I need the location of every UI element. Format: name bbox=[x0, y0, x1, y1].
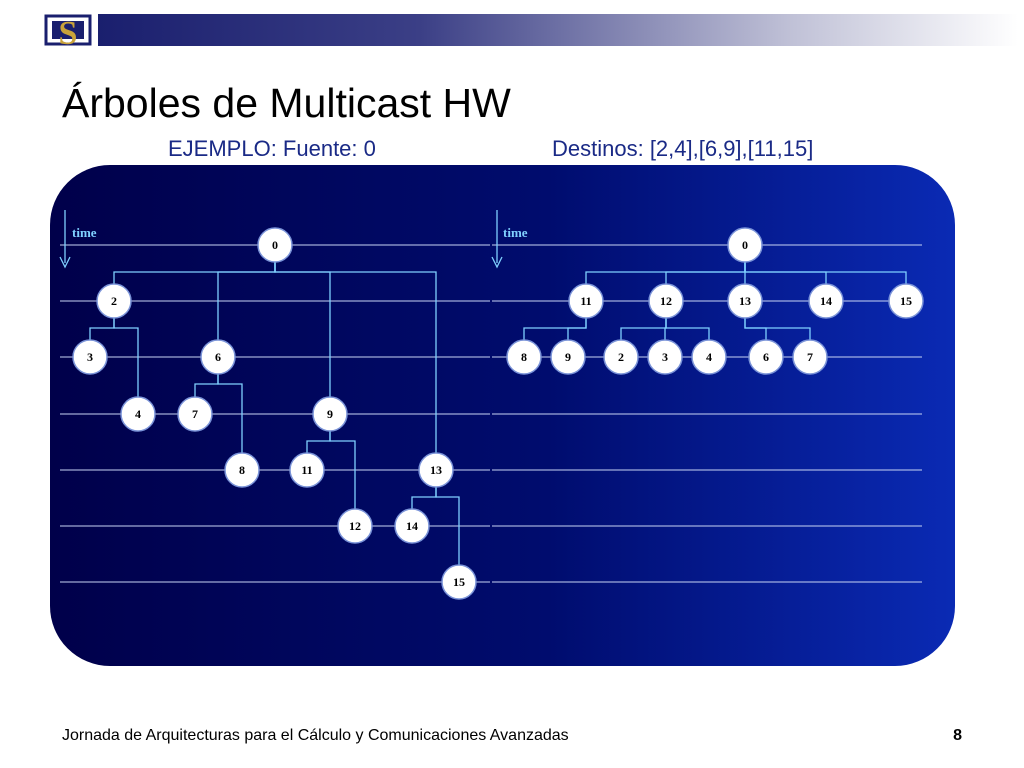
node-label: 4 bbox=[135, 407, 141, 421]
edge-left-2-4 bbox=[113, 318, 139, 397]
edge-left-0-2 bbox=[113, 262, 276, 284]
node-label: 8 bbox=[239, 463, 245, 477]
node-right-7: 7 bbox=[792, 339, 828, 375]
node-label: 12 bbox=[660, 294, 672, 308]
node-label: 6 bbox=[215, 350, 221, 364]
edge-left-13-14 bbox=[411, 487, 437, 509]
node-left-8: 8 bbox=[224, 452, 260, 488]
time-label-left: time bbox=[72, 225, 97, 240]
node-left-7: 7 bbox=[177, 396, 213, 432]
node-right-8: 8 bbox=[506, 339, 542, 375]
node-left-12: 12 bbox=[337, 508, 373, 544]
edge-right-0-12 bbox=[665, 262, 746, 284]
node-label: 15 bbox=[900, 294, 912, 308]
node-right-0: 0 bbox=[727, 227, 763, 263]
edge-right-13-6 bbox=[744, 318, 767, 340]
node-label: 4 bbox=[706, 350, 712, 364]
node-right-15: 15 bbox=[888, 283, 924, 319]
node-label: 3 bbox=[87, 350, 93, 364]
edge-left-2-3 bbox=[89, 318, 115, 340]
node-right-3: 3 bbox=[647, 339, 683, 375]
node-left-13: 13 bbox=[418, 452, 454, 488]
edge-right-13-7 bbox=[744, 318, 811, 340]
edge-left-6-7 bbox=[194, 374, 219, 397]
node-label: 0 bbox=[272, 238, 278, 252]
node-label: 7 bbox=[807, 350, 813, 364]
node-label: 0 bbox=[742, 238, 748, 252]
node-left-14: 14 bbox=[394, 508, 430, 544]
node-left-2: 2 bbox=[96, 283, 132, 319]
node-right-6: 6 bbox=[748, 339, 784, 375]
node-label: 14 bbox=[820, 294, 832, 308]
multicast-diagram-panel: time time 0 2 3 6 4 7 9 8 11 13 12 14 15 0 11 12 13 14 15… bbox=[50, 165, 955, 666]
slide-title: Árboles de Multicast HW bbox=[62, 80, 511, 126]
node-label: 6 bbox=[763, 350, 769, 364]
edge-right-11-8 bbox=[523, 318, 587, 340]
left-multicast-tree: 0 2 3 6 4 7 9 8 11 13 12 14 15 bbox=[72, 227, 477, 600]
page-number: 8 bbox=[953, 727, 962, 744]
time-label-right: time bbox=[503, 225, 528, 240]
edge-right-12-2 bbox=[620, 318, 667, 340]
node-label: 12 bbox=[349, 519, 361, 533]
node-label: 14 bbox=[406, 519, 418, 533]
node-left-4: 4 bbox=[120, 396, 156, 432]
edge-right-0-15 bbox=[744, 262, 907, 284]
time-arrow-right: time bbox=[491, 210, 528, 269]
node-label: 3 bbox=[662, 350, 668, 364]
edge-left-0-9 bbox=[274, 262, 331, 397]
node-right-2: 2 bbox=[603, 339, 639, 375]
node-label: 11 bbox=[580, 294, 591, 308]
node-label: 9 bbox=[327, 407, 333, 421]
node-left-0: 0 bbox=[257, 227, 293, 263]
destinations-label: Destinos: [2,4],[6,9],[11,15] bbox=[552, 136, 814, 161]
node-label: 2 bbox=[618, 350, 624, 364]
edge-left-0-13 bbox=[274, 262, 437, 453]
node-right-11: 11 bbox=[568, 283, 604, 319]
title-bar-gradient bbox=[98, 14, 1018, 46]
edge-left-6-8 bbox=[217, 374, 243, 453]
node-label: 9 bbox=[565, 350, 571, 364]
node-label: 11 bbox=[301, 463, 312, 477]
edge-right-0-14 bbox=[744, 262, 827, 284]
node-right-13: 13 bbox=[727, 283, 763, 319]
node-label: 8 bbox=[521, 350, 527, 364]
node-label: 13 bbox=[739, 294, 751, 308]
node-left-9: 9 bbox=[312, 396, 348, 432]
node-label: 13 bbox=[430, 463, 442, 477]
node-right-4: 4 bbox=[691, 339, 727, 375]
node-left-3: 3 bbox=[72, 339, 108, 375]
node-label: 15 bbox=[453, 575, 465, 589]
edge-left-13-15 bbox=[435, 487, 460, 565]
node-label: 7 bbox=[192, 407, 198, 421]
logo-icon: S bbox=[44, 14, 92, 48]
example-source-label: EJEMPLO: Fuente: 0 bbox=[168, 136, 376, 161]
node-left-11: 11 bbox=[289, 452, 325, 488]
node-left-6: 6 bbox=[200, 339, 236, 375]
node-left-15: 15 bbox=[441, 564, 477, 600]
multicast-trees-diagram: time time 0 2 3 6 4 7 9 8 11 13 12 14 15 0 11 12 13 14 15… bbox=[59, 210, 924, 600]
time-arrow-left: time bbox=[59, 210, 97, 269]
footer-text: Jornada de Arquitecturas para el Cálculo… bbox=[62, 727, 569, 744]
edge-right-12-4 bbox=[665, 318, 710, 340]
edge-left-9-11 bbox=[306, 431, 331, 453]
edge-left-9-12 bbox=[329, 431, 356, 509]
node-right-12: 12 bbox=[648, 283, 684, 319]
edge-right-11-9 bbox=[567, 318, 587, 340]
right-multicast-tree: 0 11 12 13 14 15 8 9 2 3 4 6 7 bbox=[506, 227, 924, 375]
logo-letter: S bbox=[59, 15, 78, 48]
node-label: 2 bbox=[111, 294, 117, 308]
node-right-9: 9 bbox=[550, 339, 586, 375]
node-right-14: 14 bbox=[808, 283, 844, 319]
